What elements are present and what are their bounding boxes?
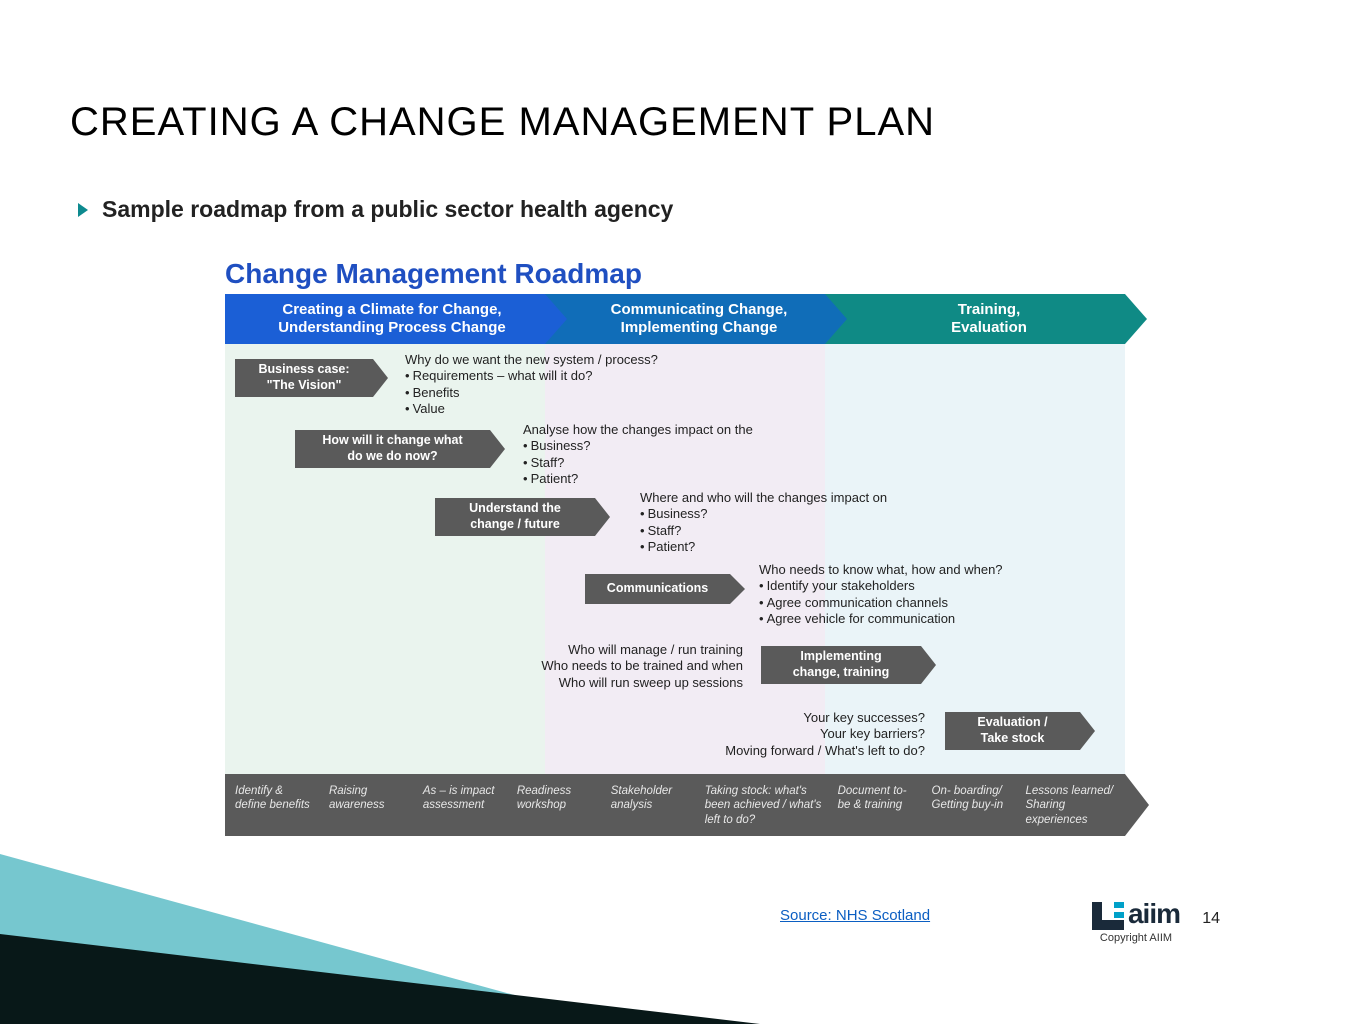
roadmap-title: Change Management Roadmap xyxy=(225,258,1125,290)
bcell-4: Stakeholder analysis xyxy=(601,774,695,836)
desc-1: Why do we want the new system / process?… xyxy=(405,352,695,417)
step6-l2: Take stock xyxy=(951,731,1074,747)
step2-l2: do we do now? xyxy=(301,449,484,465)
bcell-2: As – is impact assessment xyxy=(413,774,507,836)
bottom-activities-bar: Identify & define benefits Raising aware… xyxy=(225,774,1125,836)
phase-3-line2: Evaluation xyxy=(853,319,1125,337)
step6-l1: Evaluation / xyxy=(951,715,1074,731)
bcell-1: Raising awareness xyxy=(319,774,413,836)
d1-i2: Value xyxy=(405,401,695,417)
step1-l1: Business case: xyxy=(241,362,367,378)
bcell-6: Document to-be & training xyxy=(828,774,922,836)
desc-3: Where and who will the changes impact on… xyxy=(640,490,940,555)
bcell-0: Identify & define benefits xyxy=(225,774,319,836)
d1-i0: Requirements – what will it do? xyxy=(405,368,695,384)
aiim-logo: aiim Copyright AIIM xyxy=(1092,898,1180,944)
step1-l2: "The Vision" xyxy=(241,378,367,394)
d3-i2: Patient? xyxy=(640,539,940,555)
step-understand: Understand the change / future xyxy=(435,498,595,536)
step-communications: Communications xyxy=(585,574,730,604)
desc-4: Who needs to know what, how and when? Id… xyxy=(759,562,1099,627)
step3-l1: Understand the xyxy=(441,501,589,517)
phase-3-line1: Training, xyxy=(853,301,1125,319)
aiim-logo-text: aiim xyxy=(1128,898,1180,930)
bullet-row: Sample roadmap from a public sector heal… xyxy=(78,196,673,223)
d2-i2: Patient? xyxy=(523,471,803,487)
d2-i1: Staff? xyxy=(523,455,803,471)
phase-1-line1: Creating a Climate for Change, xyxy=(239,301,545,319)
step-business-case: Business case: "The Vision" xyxy=(235,359,373,397)
slide-title: CREATING A CHANGE MANAGEMENT PLAN xyxy=(70,100,935,145)
decor-triangle-dark xyxy=(0,934,760,1024)
step3-l2: change / future xyxy=(441,517,589,533)
d2-i0: Business? xyxy=(523,438,803,454)
d1-i1: Benefits xyxy=(405,385,695,401)
roadmap: Change Management Roadmap Creating a Cli… xyxy=(225,258,1125,836)
d5-l0: Who will manage / run training xyxy=(493,642,743,658)
step-evaluation: Evaluation / Take stock xyxy=(945,712,1080,750)
d4-q: Who needs to know what, how and when? xyxy=(759,562,1099,578)
desc-6: Your key successes? Your key barriers? M… xyxy=(615,710,925,759)
aiim-copyright: Copyright AIIM xyxy=(1100,932,1172,944)
step5-l2: change, training xyxy=(767,665,915,681)
desc-2: Analyse how the changes impact on the Bu… xyxy=(523,422,803,487)
d3-i0: Business? xyxy=(640,506,940,522)
bullet-icon xyxy=(78,203,88,217)
d5-l1: Who needs to be trained and when xyxy=(493,658,743,674)
bullet-text: Sample roadmap from a public sector heal… xyxy=(102,196,673,223)
step2-l1: How will it change what xyxy=(301,433,484,449)
bcell-8: Lessons learned/ Sharing experiences xyxy=(1015,774,1125,836)
desc-5: Who will manage / run training Who needs… xyxy=(493,642,743,691)
d6-l2: Moving forward / What's left to do? xyxy=(615,743,925,759)
step5-l1: Implementing xyxy=(767,649,915,665)
d4-i2: Agree vehicle for communication xyxy=(759,611,1099,627)
d6-l0: Your key successes? xyxy=(615,710,925,726)
aiim-logo-icon xyxy=(1092,902,1124,930)
phase-1-line2: Understanding Process Change xyxy=(239,319,545,337)
bcell-7: On- boarding/ Getting buy-in xyxy=(922,774,1016,836)
phase-3: Training, Evaluation xyxy=(825,294,1125,344)
roadmap-body: Business case: "The Vision" Why do we wa… xyxy=(225,344,1125,774)
phase-2: Communicating Change, Implementing Chang… xyxy=(545,294,825,344)
d3-q: Where and who will the changes impact on xyxy=(640,490,940,506)
d1-q: Why do we want the new system / process? xyxy=(405,352,695,368)
phase-header-row: Creating a Climate for Change, Understan… xyxy=(225,294,1125,344)
bcell-5: Taking stock: what's been achieved / wha… xyxy=(695,774,828,836)
step4-l1: Communications xyxy=(591,581,724,597)
d6-l1: Your key barriers? xyxy=(615,726,925,742)
step-implementing: Implementing change, training xyxy=(761,646,921,684)
page-number: 14 xyxy=(1202,910,1220,928)
phase-1: Creating a Climate for Change, Understan… xyxy=(225,294,545,344)
d5-l2: Who will run sweep up sessions xyxy=(493,675,743,691)
d2-q: Analyse how the changes impact on the xyxy=(523,422,803,438)
d4-i1: Agree communication channels xyxy=(759,595,1099,611)
d3-i1: Staff? xyxy=(640,523,940,539)
bcell-3: Readiness workshop xyxy=(507,774,601,836)
source-link[interactable]: Source: NHS Scotland xyxy=(780,907,930,924)
phase-2-line1: Communicating Change, xyxy=(573,301,825,319)
step-how-change: How will it change what do we do now? xyxy=(295,430,490,468)
phase-2-line2: Implementing Change xyxy=(573,319,825,337)
d4-i0: Identify your stakeholders xyxy=(759,578,1099,594)
